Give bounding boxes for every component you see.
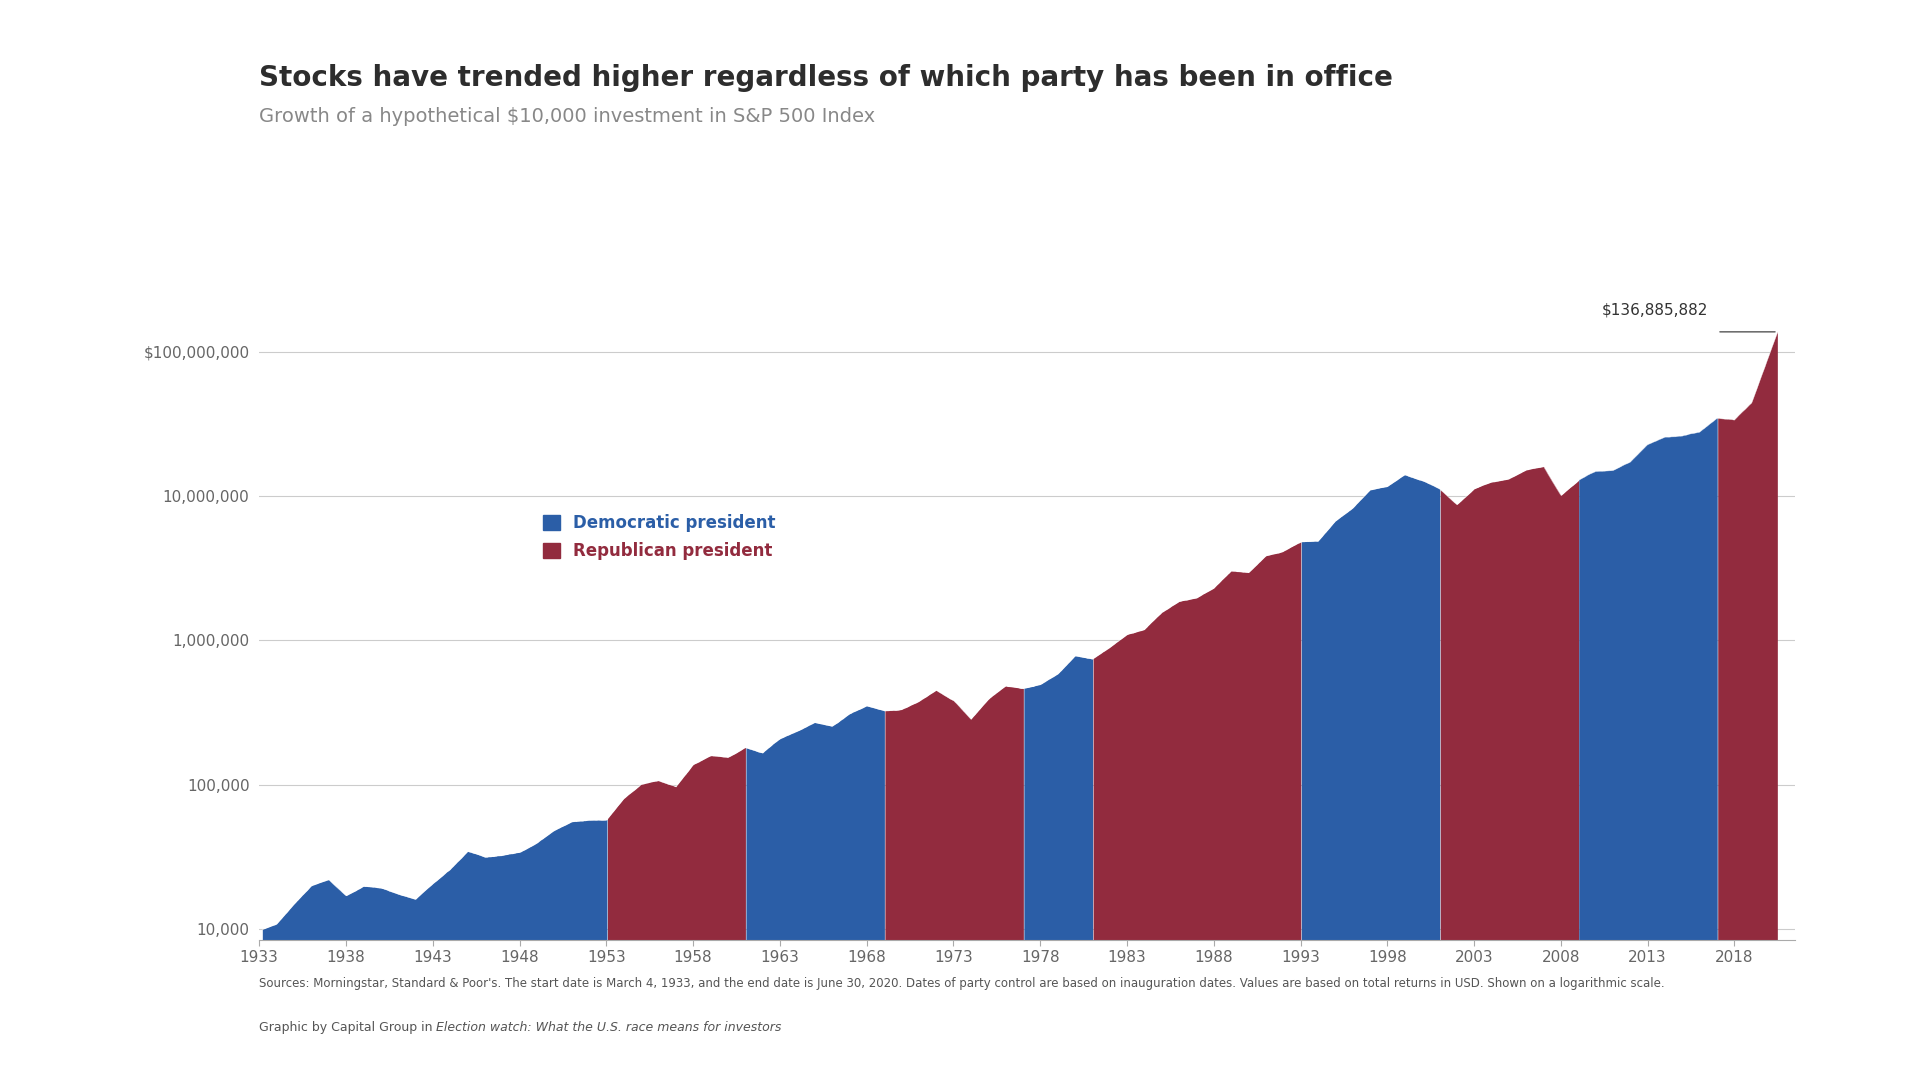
Legend: Democratic president, Republican president: Democratic president, Republican preside…	[536, 508, 781, 567]
Text: $136,885,882: $136,885,882	[1601, 302, 1709, 318]
Text: Sources: Morningstar, Standard & Poor's. The start date is March 4, 1933, and th: Sources: Morningstar, Standard & Poor's.…	[259, 977, 1665, 990]
Text: Election watch: What the U.S. race means for investors: Election watch: What the U.S. race means…	[436, 1021, 781, 1034]
Text: Growth of a hypothetical $10,000 investment in S&P 500 Index: Growth of a hypothetical $10,000 investm…	[259, 107, 876, 126]
Text: Stocks have trended higher regardless of which party has been in office: Stocks have trended higher regardless of…	[259, 64, 1394, 92]
Text: Graphic by Capital Group in: Graphic by Capital Group in	[259, 1021, 436, 1034]
